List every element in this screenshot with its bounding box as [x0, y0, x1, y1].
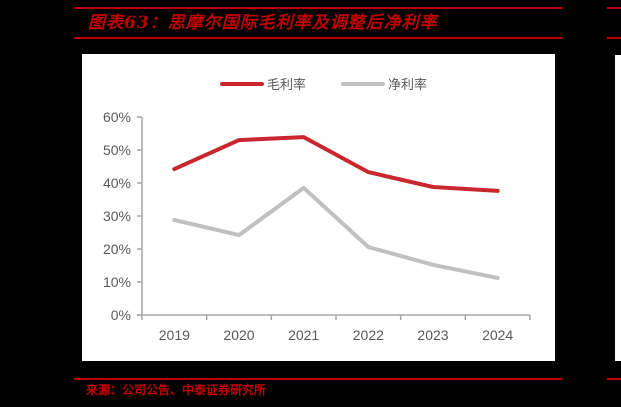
right-panel-title-rule — [607, 37, 621, 39]
y-tick-label: 30% — [103, 208, 131, 224]
y-axis: 0% 10% 20% 30% 40% 50% 60% — [103, 109, 143, 323]
y-tick-label: 40% — [103, 175, 131, 191]
legend-label: 毛利率 — [267, 77, 306, 93]
x-tick-label: 2024 — [482, 327, 513, 343]
x-tick-label: 2022 — [353, 327, 384, 343]
chart-legend: 毛利率 净利率 — [220, 77, 427, 93]
title-bottom-rule — [74, 37, 562, 39]
y-tick-label: 50% — [103, 142, 131, 158]
x-tick-label: 2020 — [223, 327, 254, 343]
figure-title: 图表63：思摩尔国际毛利率及调整后净利率 — [88, 13, 438, 33]
x-tick-label: 2023 — [417, 327, 448, 343]
chart-series — [172, 135, 500, 280]
x-tick-label: 2021 — [288, 327, 319, 343]
y-tick-label: 60% — [103, 109, 131, 125]
y-tick-label: 10% — [103, 274, 131, 290]
right-panel-bottom-rule — [607, 378, 621, 380]
title-top-rule — [74, 7, 562, 9]
right-panel-top-rule — [607, 7, 621, 9]
right-panel-partial — [615, 55, 621, 361]
source-note: 来源：公司公告、中泰证券研究所 — [86, 383, 267, 397]
x-tick-label: 2019 — [159, 327, 190, 343]
y-tick-label: 0% — [111, 307, 131, 323]
chart-panel — [82, 54, 555, 361]
source-rule — [74, 378, 562, 380]
x-axis: 2019 2020 2021 2022 2023 2024 — [137, 314, 531, 343]
y-tick-label: 20% — [103, 241, 131, 257]
series-line-0 — [172, 135, 500, 193]
legend-label: 净利率 — [388, 77, 427, 93]
series-line-1 — [172, 185, 500, 280]
